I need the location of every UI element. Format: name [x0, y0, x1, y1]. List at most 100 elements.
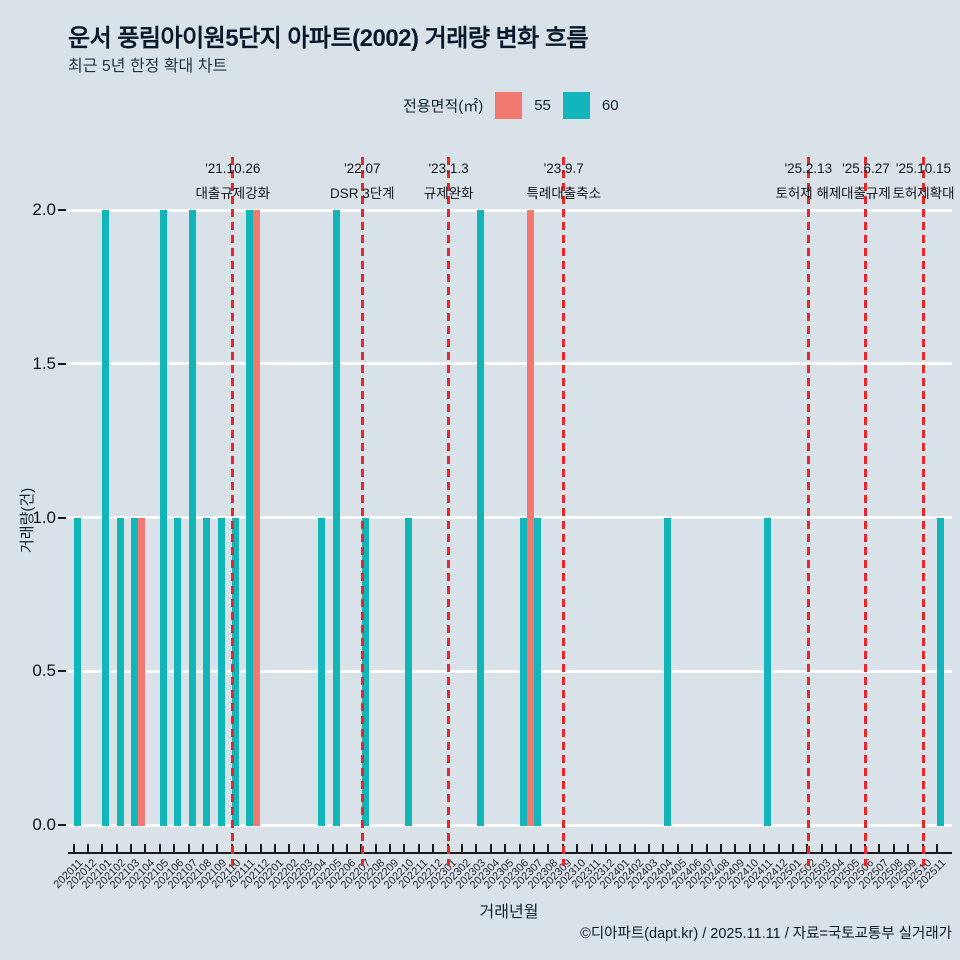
legend-label-60: 60	[601, 97, 619, 114]
annotation-label: 대출규제	[841, 186, 891, 201]
bar-202104-55	[138, 517, 146, 826]
x-tick-mark	[389, 844, 392, 852]
annotation-label: DSR 3단계	[329, 186, 395, 201]
x-tick-mark	[374, 844, 377, 852]
x-tick-mark	[130, 844, 133, 852]
annotation-date: '23.9.7	[543, 161, 584, 176]
bar-202108-60	[203, 517, 211, 826]
bar-202110-60	[231, 517, 239, 826]
x-tick-mark	[432, 844, 435, 852]
annotation-label: 토허제 해제	[775, 186, 842, 201]
bar-202205-60	[332, 210, 340, 826]
bar-202303-60	[476, 210, 484, 826]
x-tick-mark	[259, 844, 262, 852]
bar-202511-60	[937, 517, 945, 826]
x-tick-mark	[648, 844, 651, 852]
footer-credit: ©디아파트(dapt.kr) / 2025.11.11 / 자료=국토교통부 실…	[580, 926, 952, 942]
legend-swatch-60	[562, 92, 590, 119]
bar-202103-60	[131, 517, 139, 826]
x-tick-mark	[86, 844, 89, 852]
x-tick-mark	[763, 844, 766, 852]
x-tick-mark	[835, 844, 838, 852]
x-tick-mark	[576, 844, 579, 852]
bar-202404-60	[663, 517, 671, 826]
bar-202106-60	[174, 517, 182, 826]
bar-202210-60	[404, 517, 412, 826]
y-tick-label: 1.5	[32, 353, 56, 373]
x-axis-title: 거래년월	[479, 904, 539, 921]
x-tick-mark	[101, 844, 104, 852]
legend-swatch-55	[495, 92, 523, 119]
gridline	[68, 516, 952, 519]
x-tick-mark	[158, 844, 161, 852]
x-tick-mark	[547, 844, 550, 852]
annotation-line	[231, 157, 235, 866]
y-tick-mark	[58, 362, 66, 365]
legend-inner: 전용면적(㎡) 55 60	[403, 92, 619, 119]
y-tick-label: 0.0	[32, 815, 56, 834]
annotation-date: '25.10.15	[895, 161, 952, 176]
x-tick-mark	[317, 844, 320, 852]
x-tick-mark	[202, 844, 204, 852]
x-tick-mark	[72, 844, 75, 852]
bar-202306-60	[519, 517, 527, 826]
x-tick-mark	[777, 844, 780, 852]
x-tick-mark	[619, 844, 622, 852]
x-tick-mark	[532, 844, 535, 852]
chart-subtitle: 최근 5년 한정 확대 차트	[68, 58, 228, 75]
gridline	[68, 823, 952, 827]
bar-202107-60	[188, 210, 196, 826]
annotation-date: '23.1.3	[428, 161, 469, 176]
annotation-line	[562, 157, 566, 866]
y-tick-label: 1.0	[32, 507, 56, 527]
x-tick-mark	[144, 844, 147, 852]
bar-202411-60	[764, 517, 772, 826]
legend-title: 전용면적(㎡)	[403, 98, 484, 115]
x-tick-mark	[288, 844, 291, 852]
x-tick-mark	[734, 844, 737, 852]
y-tick-mark	[58, 824, 66, 826]
y-tick-mark	[58, 516, 66, 519]
x-tick-mark	[173, 844, 176, 852]
x-tick-mark	[705, 844, 708, 852]
x-tick-mark	[892, 844, 895, 852]
x-tick-mark	[676, 844, 679, 852]
x-tick-mark	[662, 844, 665, 852]
gridline	[68, 208, 952, 212]
x-tick-mark	[849, 844, 852, 852]
bar-202102-60	[116, 517, 124, 826]
x-tick-mark	[115, 844, 118, 852]
x-tick-mark	[302, 844, 305, 852]
x-tick-mark	[720, 844, 723, 852]
x-tick-mark	[878, 844, 881, 852]
x-tick-mark	[273, 844, 276, 852]
bar-202207-60	[361, 517, 369, 826]
gridline	[68, 362, 952, 366]
gridline	[68, 669, 952, 673]
annotation-line	[447, 157, 451, 866]
annotation-label: 특례대출축소	[526, 186, 602, 201]
x-axis-spine	[68, 852, 952, 854]
legend-label-55: 55	[534, 97, 551, 114]
bar-202307-55	[526, 210, 534, 826]
x-tick-mark	[633, 844, 636, 852]
x-tick-mark	[604, 844, 607, 852]
annotation-line	[922, 157, 925, 866]
x-tick-mark	[935, 844, 938, 852]
x-tick-mark	[245, 844, 248, 852]
bar-202109-60	[217, 517, 225, 826]
y-tick-mark	[58, 209, 66, 211]
annotation-label: 규제완화	[423, 186, 474, 201]
x-tick-mark	[403, 844, 406, 852]
chart-title: 운서 풍림아이원5단지 아파트(2002) 거래량 변화 흐름	[68, 25, 589, 52]
annotation-line	[806, 157, 810, 866]
annotation-label: 토허제확대	[892, 186, 955, 201]
annotation-label: 대출규제강화	[195, 186, 271, 201]
y-axis-title: 거래량(건)	[19, 487, 36, 553]
x-tick-mark	[417, 844, 420, 852]
annotation-line	[864, 157, 868, 866]
x-tick-mark	[187, 844, 190, 852]
x-tick-mark	[748, 844, 751, 852]
bar-202112-55	[253, 210, 261, 826]
x-tick-mark	[691, 844, 694, 852]
